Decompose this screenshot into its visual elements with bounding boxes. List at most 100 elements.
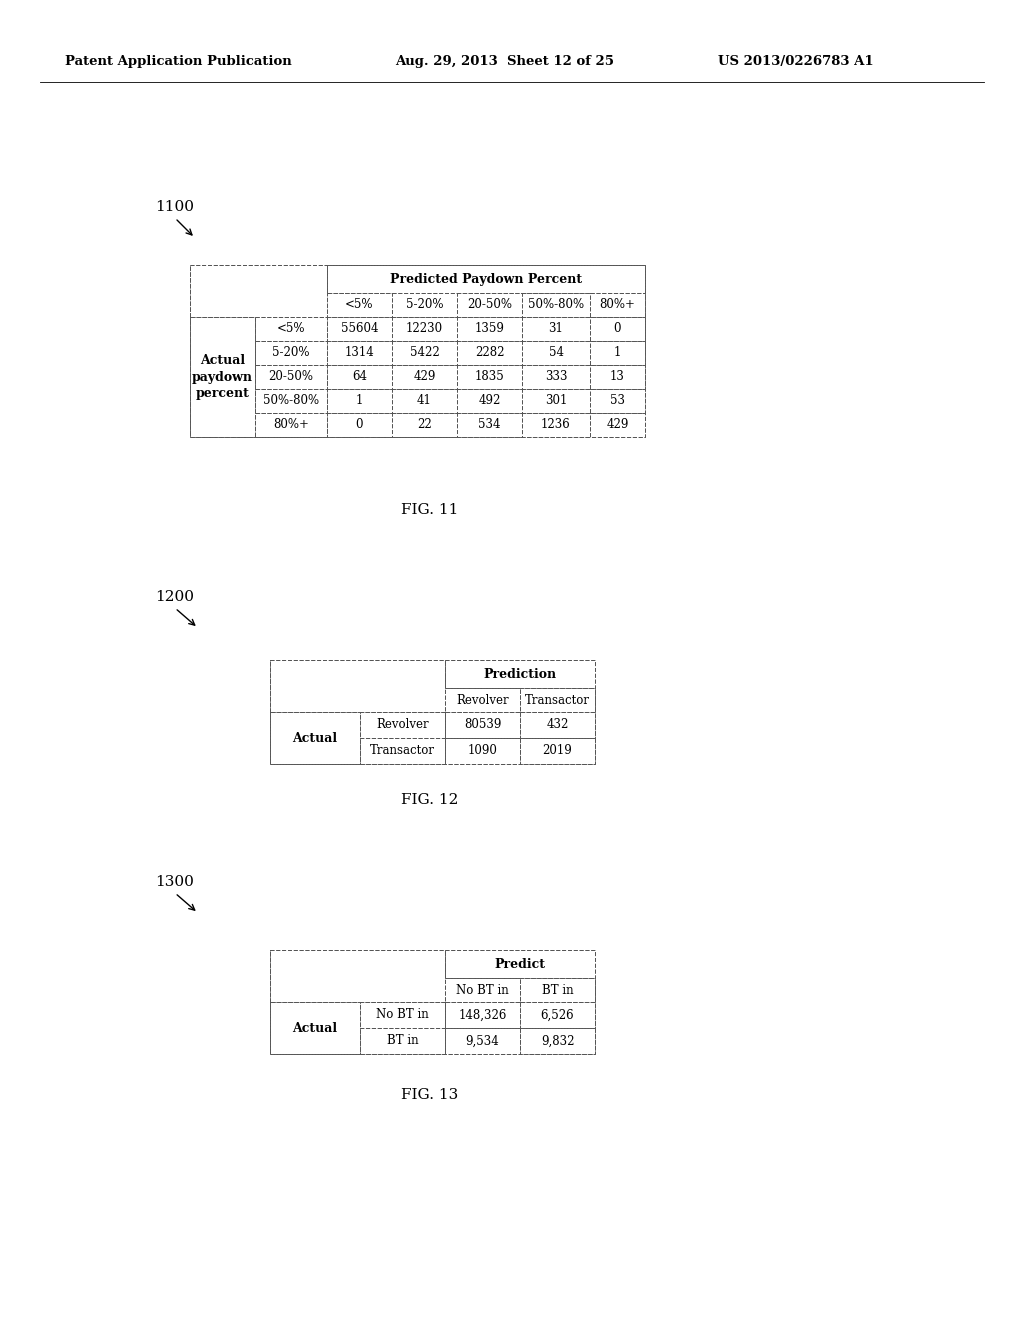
Text: BT in: BT in — [542, 983, 573, 997]
Text: 534: 534 — [478, 418, 501, 432]
Bar — [445, 978, 520, 1002]
Text: Revolver: Revolver — [456, 693, 509, 706]
Text: Predict: Predict — [495, 957, 546, 970]
Text: 9,832: 9,832 — [541, 1035, 574, 1048]
Text: 55604: 55604 — [341, 322, 378, 335]
Bar — [255, 341, 327, 366]
Bar — [392, 366, 457, 389]
Text: Actual
paydown
percent: Actual paydown percent — [193, 354, 253, 400]
Text: 1200: 1200 — [155, 590, 194, 605]
Bar — [392, 413, 457, 437]
Text: 1314: 1314 — [345, 346, 375, 359]
Bar — [522, 413, 590, 437]
Text: 20-50%: 20-50% — [268, 371, 313, 384]
Text: Transactor: Transactor — [370, 744, 435, 758]
Bar — [255, 389, 327, 413]
Text: 1090: 1090 — [468, 744, 498, 758]
Bar — [327, 265, 645, 293]
Bar — [270, 660, 445, 711]
Bar — [270, 950, 445, 1002]
Text: 31: 31 — [549, 322, 563, 335]
Bar — [445, 738, 520, 764]
Text: 9,534: 9,534 — [466, 1035, 500, 1048]
Text: Transactor: Transactor — [525, 693, 590, 706]
Text: 1: 1 — [613, 346, 622, 359]
Text: 50%-80%: 50%-80% — [528, 298, 584, 312]
Bar — [445, 688, 520, 711]
Bar — [590, 366, 645, 389]
Bar — [522, 341, 590, 366]
Bar — [445, 950, 595, 978]
Bar — [270, 1002, 360, 1053]
Text: Prediction: Prediction — [483, 668, 557, 681]
Bar — [520, 711, 595, 738]
Text: Predicted Paydown Percent: Predicted Paydown Percent — [390, 272, 582, 285]
Text: 301: 301 — [545, 395, 567, 408]
Bar — [457, 317, 522, 341]
Text: Aug. 29, 2013  Sheet 12 of 25: Aug. 29, 2013 Sheet 12 of 25 — [395, 55, 614, 69]
Bar — [457, 389, 522, 413]
Bar — [457, 413, 522, 437]
Bar — [190, 265, 327, 317]
Text: 64: 64 — [352, 371, 367, 384]
Bar — [270, 950, 595, 1053]
Text: 54: 54 — [549, 346, 563, 359]
Text: 12230: 12230 — [406, 322, 443, 335]
Bar — [522, 317, 590, 341]
Bar — [445, 1002, 520, 1028]
Bar — [520, 978, 595, 1002]
Text: Revolver: Revolver — [376, 718, 429, 731]
Bar — [360, 1002, 445, 1028]
Text: 333: 333 — [545, 371, 567, 384]
Text: 1: 1 — [355, 395, 364, 408]
Text: 5422: 5422 — [410, 346, 439, 359]
Text: 13: 13 — [610, 371, 625, 384]
Bar — [522, 366, 590, 389]
Text: FIG. 11: FIG. 11 — [401, 503, 459, 517]
Bar — [522, 293, 590, 317]
Text: US 2013/0226783 A1: US 2013/0226783 A1 — [718, 55, 873, 69]
Bar — [327, 389, 392, 413]
Text: 41: 41 — [417, 395, 432, 408]
Bar — [392, 293, 457, 317]
Text: 429: 429 — [414, 371, 435, 384]
Text: 429: 429 — [606, 418, 629, 432]
Text: 22: 22 — [417, 418, 432, 432]
Text: 492: 492 — [478, 395, 501, 408]
Bar — [520, 738, 595, 764]
Bar — [590, 389, 645, 413]
Bar — [590, 413, 645, 437]
Bar — [445, 711, 520, 738]
Bar — [392, 317, 457, 341]
Text: No BT in: No BT in — [376, 1008, 429, 1022]
Text: 2282: 2282 — [475, 346, 504, 359]
Text: 5-20%: 5-20% — [272, 346, 309, 359]
Text: 148,326: 148,326 — [459, 1008, 507, 1022]
Text: 1300: 1300 — [155, 875, 194, 888]
Text: 1359: 1359 — [474, 322, 505, 335]
Text: <5%: <5% — [345, 298, 374, 312]
Bar — [590, 341, 645, 366]
Bar — [327, 366, 392, 389]
Bar — [590, 293, 645, 317]
Bar — [392, 341, 457, 366]
Bar — [255, 413, 327, 437]
Text: 6,526: 6,526 — [541, 1008, 574, 1022]
Bar — [270, 660, 595, 764]
Bar — [590, 317, 645, 341]
Bar — [392, 389, 457, 413]
Text: FIG. 12: FIG. 12 — [401, 793, 459, 807]
Text: <5%: <5% — [276, 322, 305, 335]
Text: 1236: 1236 — [541, 418, 570, 432]
Text: No BT in: No BT in — [456, 983, 509, 997]
Text: 80%+: 80%+ — [273, 418, 309, 432]
Bar — [190, 317, 255, 437]
Bar — [360, 738, 445, 764]
Text: BT in: BT in — [387, 1035, 419, 1048]
Bar — [457, 366, 522, 389]
Bar — [457, 341, 522, 366]
Text: 2019: 2019 — [543, 744, 572, 758]
Bar — [327, 293, 392, 317]
Bar — [520, 1028, 595, 1053]
Text: 1100: 1100 — [155, 201, 194, 214]
